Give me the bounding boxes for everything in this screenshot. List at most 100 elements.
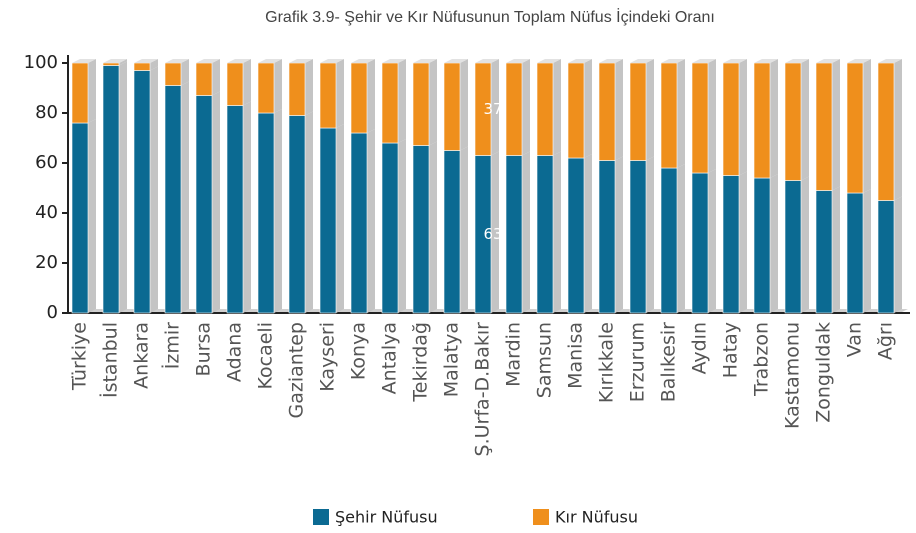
bar-side bbox=[677, 59, 685, 168]
chart-title: Grafik 3.9- Şehir ve Kır Nüfusunun Topla… bbox=[265, 7, 715, 26]
x-tick-label: Van bbox=[844, 322, 866, 357]
y-tick-label: 0 bbox=[47, 302, 58, 323]
bar-side bbox=[553, 151, 561, 313]
bar-side bbox=[801, 176, 809, 313]
bar-side bbox=[863, 59, 871, 193]
bar-side bbox=[739, 171, 747, 313]
x-tick-label: Türkiye bbox=[69, 322, 91, 391]
bar-side bbox=[832, 186, 840, 313]
y-tick-label: 20 bbox=[35, 252, 58, 273]
x-tick-label: Kastamonu bbox=[782, 322, 804, 429]
bar-top bbox=[351, 59, 375, 63]
bar-segment bbox=[226, 62, 244, 106]
y-tick-label: 60 bbox=[35, 152, 58, 173]
bar-segment bbox=[598, 62, 616, 161]
bar-side bbox=[305, 59, 313, 116]
x-tick-label: Tekirdağ bbox=[410, 322, 432, 403]
bar-segment bbox=[784, 62, 802, 181]
x-tick-label: Trabzon bbox=[751, 322, 773, 397]
x-tick-label: Zonguldak bbox=[813, 322, 835, 423]
bar-segment bbox=[877, 62, 895, 201]
bar-top bbox=[289, 59, 313, 63]
bar-segment bbox=[846, 192, 864, 314]
x-tick-label: Balıkesir bbox=[658, 322, 680, 402]
bar-top bbox=[723, 59, 747, 63]
bar-segment bbox=[443, 150, 461, 314]
bar-top bbox=[413, 59, 437, 63]
bar-segment bbox=[288, 62, 306, 116]
bar-segment bbox=[753, 177, 771, 314]
bar-side bbox=[398, 59, 406, 143]
bar-side bbox=[863, 189, 871, 313]
bar-segment bbox=[722, 175, 740, 314]
bar-side bbox=[367, 59, 375, 133]
bar-side bbox=[119, 61, 127, 313]
bar-segment bbox=[381, 62, 399, 144]
bar-segment bbox=[722, 62, 740, 176]
bar-side bbox=[894, 59, 902, 201]
bar-side bbox=[646, 156, 654, 313]
bar-side bbox=[367, 129, 375, 313]
bar-segment bbox=[660, 62, 678, 169]
bar-segment bbox=[846, 62, 864, 194]
bar-side bbox=[88, 59, 96, 123]
bar-top bbox=[165, 59, 189, 63]
bar-segment bbox=[567, 62, 585, 159]
x-tick-label: Konya bbox=[348, 322, 370, 380]
bar-segment bbox=[288, 115, 306, 314]
bar-top bbox=[661, 59, 685, 63]
bar-side bbox=[615, 156, 623, 313]
bar-top bbox=[599, 59, 623, 63]
bar-side bbox=[522, 59, 530, 156]
x-tick-label: Antalya bbox=[379, 322, 401, 394]
bar-side bbox=[274, 109, 282, 313]
bar-side bbox=[708, 59, 716, 173]
bar-segment bbox=[815, 62, 833, 191]
bar-side bbox=[212, 59, 220, 96]
bar-segment bbox=[195, 62, 213, 96]
bar-side bbox=[429, 141, 437, 313]
bar-side bbox=[491, 151, 499, 313]
bar-segment bbox=[412, 145, 430, 314]
bar-segment bbox=[691, 172, 709, 314]
bar-segment bbox=[71, 62, 89, 124]
bar-side bbox=[677, 164, 685, 313]
x-tick-label: Hatay bbox=[720, 322, 742, 378]
legend-label: Kır Nüfusu bbox=[555, 508, 638, 527]
bar-top bbox=[692, 59, 716, 63]
bar-top bbox=[785, 59, 809, 63]
bar-top bbox=[258, 59, 282, 63]
y-tick-label: 40 bbox=[35, 202, 58, 223]
bar-segment bbox=[505, 155, 523, 314]
bar-top bbox=[227, 59, 251, 63]
bar-side bbox=[646, 59, 654, 161]
bar-top bbox=[537, 59, 561, 63]
bar-top bbox=[475, 59, 499, 63]
bar-segment bbox=[784, 180, 802, 314]
bar-top bbox=[72, 59, 96, 63]
bar-side bbox=[429, 59, 437, 146]
bar-side bbox=[615, 59, 623, 161]
x-tick-label: Mardin bbox=[503, 322, 525, 387]
bar-segment bbox=[195, 95, 213, 314]
x-tick-label: Adana bbox=[224, 322, 246, 382]
bar-segment bbox=[164, 85, 182, 314]
x-tick-label: Malatya bbox=[441, 322, 463, 397]
bar-side bbox=[181, 59, 189, 86]
bar-segment bbox=[629, 62, 647, 161]
legend-label: Şehir Nüfusu bbox=[335, 508, 438, 527]
bar-side bbox=[150, 66, 158, 313]
bar-side bbox=[460, 146, 468, 313]
bar-segment bbox=[691, 62, 709, 174]
bar-segment bbox=[443, 62, 461, 151]
bar-side bbox=[336, 124, 344, 313]
y-tick-label: 80 bbox=[35, 102, 58, 123]
bar-side bbox=[181, 81, 189, 313]
bar-segment bbox=[629, 160, 647, 314]
x-tick-label: Erzurum bbox=[627, 322, 649, 402]
bar-segment bbox=[257, 62, 275, 114]
y-tick-label: 100 bbox=[24, 52, 58, 73]
x-tick-label: Kayseri bbox=[317, 322, 339, 392]
bar-top bbox=[382, 59, 406, 63]
